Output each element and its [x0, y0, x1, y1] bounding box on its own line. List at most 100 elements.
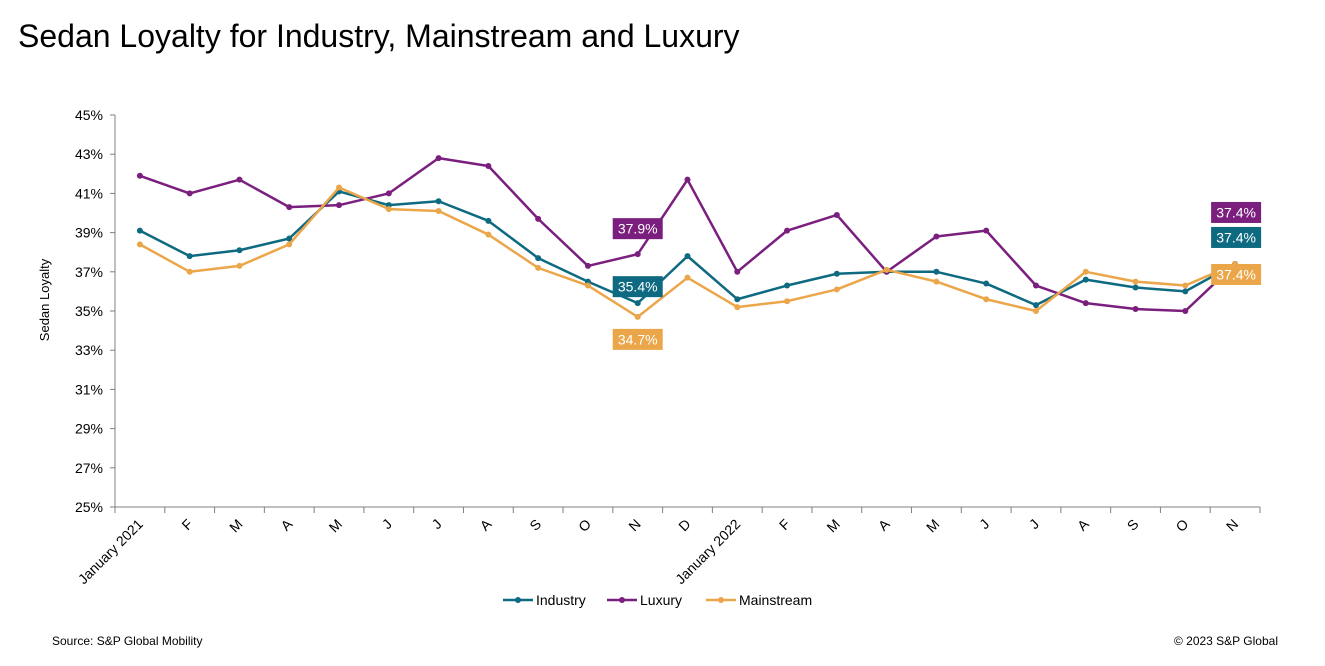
- mainstream-point: [1032, 308, 1039, 314]
- y-tick-label: 31%: [75, 381, 103, 397]
- luxury-data-label-text: 37.9%: [618, 221, 658, 237]
- x-tick-label: J: [379, 516, 395, 532]
- mainstream-point: [983, 296, 990, 303]
- y-tick-label: 27%: [75, 460, 103, 476]
- mainstream-point: [1182, 282, 1189, 289]
- industry-data-label-box: [1211, 226, 1262, 248]
- mainstream-point: [684, 274, 691, 281]
- x-tick-label: N: [1223, 516, 1241, 534]
- x-tick-label: D: [675, 516, 693, 534]
- x-tick-label: M: [823, 516, 843, 536]
- industry-point: [1132, 284, 1139, 291]
- industry-point: [1182, 288, 1189, 295]
- x-tick-label: J: [1026, 516, 1042, 532]
- mainstream-data-label: 34.7%: [612, 328, 663, 350]
- mainstream-data-label-text: 34.7%: [618, 331, 658, 347]
- industry-point: [734, 296, 741, 303]
- x-tick-label: O: [575, 516, 594, 535]
- y-tick-label: 37%: [75, 264, 103, 280]
- industry-point: [286, 235, 293, 242]
- luxury-point: [485, 162, 492, 169]
- x-tick-label: M: [326, 516, 346, 536]
- industry-point: [933, 268, 940, 275]
- y-tick-label: 41%: [75, 185, 103, 201]
- mainstream-point: [336, 184, 343, 191]
- mainstream-data-label-box: [1211, 263, 1262, 285]
- luxury-point: [634, 251, 641, 258]
- industry-point: [236, 247, 243, 254]
- mainstream-point: [634, 313, 641, 320]
- luxury-data-label-box: [612, 218, 663, 240]
- industry-point: [983, 280, 990, 287]
- y-tick-label: 33%: [75, 342, 103, 358]
- industry-point: [833, 270, 840, 277]
- industry-point: [535, 255, 542, 262]
- mainstream-point: [1132, 278, 1139, 285]
- legend-label-industry: Industry: [536, 592, 586, 608]
- luxury-point: [734, 268, 741, 275]
- luxury-point: [136, 172, 143, 179]
- x-tick-label: F: [776, 516, 793, 533]
- x-tick-label: A: [477, 515, 495, 533]
- y-tick-label: 43%: [75, 146, 103, 162]
- x-tick-label: A: [277, 515, 295, 533]
- industry-point: [1032, 302, 1039, 309]
- x-tick-label: A: [1074, 515, 1092, 533]
- y-tick-label: 25%: [75, 499, 103, 515]
- luxury-point: [983, 227, 990, 234]
- legend-marker-mainstream: [718, 597, 724, 603]
- mainstream-point: [734, 304, 741, 311]
- luxury-point: [833, 211, 840, 218]
- x-tick-label: A: [875, 515, 893, 533]
- legend-item-luxury: Luxury: [607, 592, 682, 608]
- x-tick-label: N: [625, 516, 643, 534]
- legend-label-luxury: Luxury: [640, 592, 682, 608]
- mainstream-point: [784, 298, 791, 305]
- mainstream-point: [485, 231, 492, 238]
- chart-legend: Industry Luxury Mainstream: [503, 592, 812, 608]
- y-tick-label: 35%: [75, 303, 103, 319]
- luxury-point: [933, 233, 940, 240]
- industry-point: [684, 253, 691, 260]
- mainstream-data-label-box: [612, 328, 663, 350]
- luxury-point: [1082, 300, 1089, 307]
- mainstream-point: [1082, 268, 1089, 275]
- x-tick-label: J: [428, 516, 444, 532]
- series-luxury: [136, 155, 1239, 314]
- industry-data-label-text: 35.4%: [618, 279, 658, 295]
- x-tick-label: O: [1172, 516, 1191, 535]
- luxury-point: [684, 176, 691, 183]
- luxury-data-label-box: [1211, 201, 1262, 223]
- luxury-point: [1182, 308, 1189, 314]
- luxury-data-label: 37.4%: [1211, 201, 1262, 223]
- chart-title: Sedan Loyalty for Industry, Mainstream a…: [18, 18, 740, 54]
- source-note: Source: S&P Global Mobility: [52, 634, 203, 648]
- mainstream-point: [833, 286, 840, 293]
- industry-data-label: 35.4%: [612, 276, 663, 298]
- luxury-point: [236, 176, 243, 183]
- luxury-point: [584, 262, 591, 269]
- mainstream-data-label-text: 37.4%: [1216, 266, 1256, 282]
- mainstream-point: [883, 266, 890, 273]
- luxury-point: [286, 204, 293, 211]
- industry-data-label-text: 37.4%: [1216, 229, 1256, 245]
- industry-line: [139, 190, 1236, 307]
- industry-point: [634, 300, 641, 307]
- x-tick-label: S: [1124, 516, 1142, 534]
- x-tick-label: F: [178, 516, 195, 533]
- luxury-data-label: 37.9%: [612, 218, 663, 240]
- luxury-point: [435, 155, 442, 162]
- y-tick-label: 39%: [75, 225, 103, 241]
- industry-point: [186, 253, 193, 260]
- mainstream-point: [535, 264, 542, 271]
- mainstream-point: [584, 282, 591, 289]
- legend-marker-industry: [515, 597, 521, 603]
- industry-point: [1082, 276, 1089, 283]
- industry-point: [485, 217, 492, 224]
- x-tick-label: January 2021: [75, 516, 146, 587]
- mainstream-point: [136, 241, 143, 248]
- legend-marker-luxury: [619, 597, 625, 603]
- luxury-data-label-text: 37.4%: [1216, 204, 1256, 220]
- luxury-point: [336, 202, 343, 209]
